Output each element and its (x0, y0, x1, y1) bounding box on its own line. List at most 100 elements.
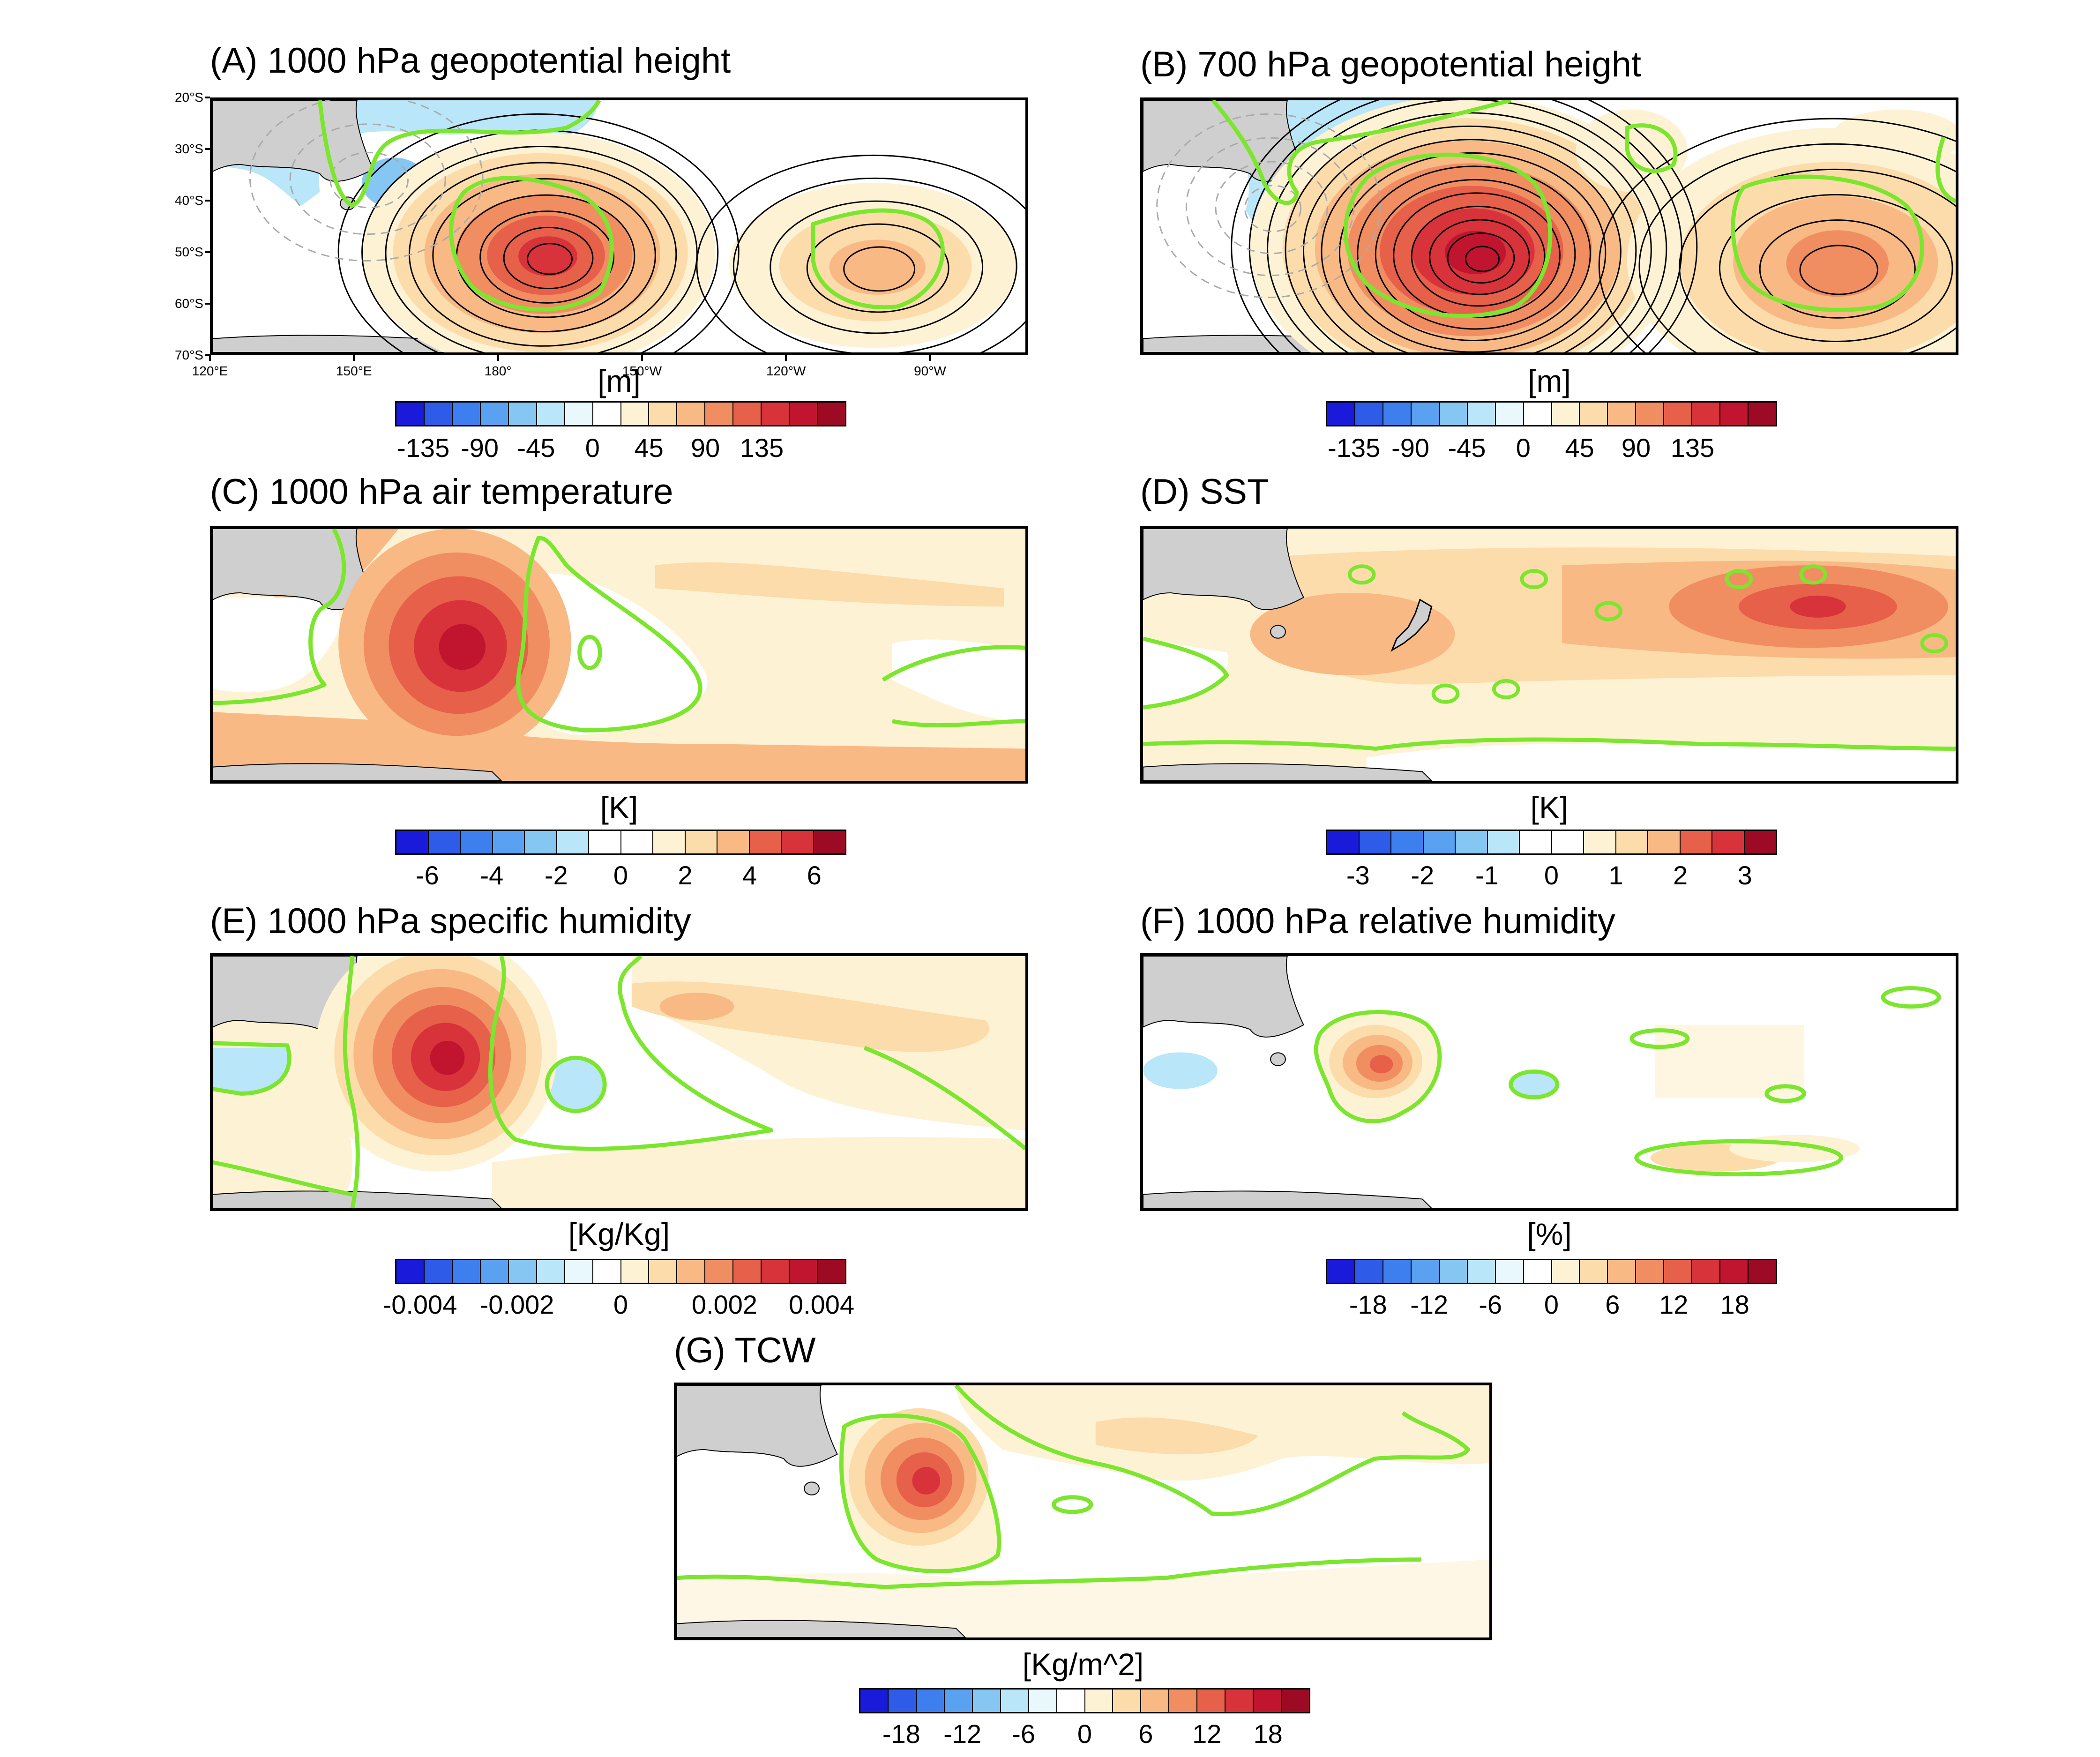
colorbar-swatch (1085, 1690, 1114, 1712)
lon-label: 120°W (766, 364, 806, 378)
significance-contour (1764, 1084, 1806, 1103)
colorbar-swatch (705, 403, 734, 425)
colorbar-swatch (818, 403, 845, 425)
colorbar-swatch (762, 403, 790, 425)
neutral-area (213, 597, 340, 693)
panel-e-unit: [Kg/Kg] (568, 1217, 670, 1251)
map-svg (1143, 100, 1956, 352)
colorbar-swatch (1520, 831, 1552, 853)
colorbar-tick-label: -45 (1448, 433, 1486, 463)
contour-line (289, 123, 446, 235)
significance-contour (1343, 152, 1553, 318)
colorbar-swatch (1327, 1260, 1355, 1283)
australia-land (213, 100, 374, 182)
colorbar-swatch (424, 403, 453, 425)
colorbar-swatch (717, 831, 750, 853)
colorbar-swatch (1584, 831, 1616, 853)
lon-label: 90°W (914, 364, 946, 378)
contour-line (806, 223, 949, 313)
colorbar-tick-label: 0 (1516, 433, 1531, 463)
positive-anomaly (655, 562, 1004, 607)
colorbar-tick-label: 18 (1253, 1719, 1283, 1749)
panel-g-unit: [Kg/m^2] (1022, 1647, 1144, 1682)
colorbar-tick-label: -3 (1346, 860, 1370, 890)
colorbar-swatch (1580, 1260, 1608, 1283)
contour-line (1465, 246, 1500, 272)
colorbar-swatch (1744, 831, 1776, 853)
colorbar-swatch (1169, 1690, 1198, 1712)
contour-line (1321, 139, 1622, 352)
colorbar-tick-label: 0 (613, 1290, 628, 1319)
lon-tick (785, 355, 787, 361)
colorbar-swatch (1439, 403, 1468, 425)
lat-tick (205, 354, 210, 356)
colorbar-swatch (424, 1260, 453, 1283)
panel-e-map (210, 953, 1028, 1211)
colorbar-tick-label: -6 (1012, 1719, 1036, 1749)
lon-label: 120°E (192, 364, 228, 378)
colorbar-tick-label: -18 (882, 1719, 920, 1749)
colorbar-swatch (1680, 831, 1712, 853)
colorbar-swatch (1029, 1690, 1057, 1712)
colorbar-swatch (705, 1260, 734, 1283)
panel-f-title: (F) 1000 hPa relative humidity (1140, 901, 1615, 941)
lat-label: 40°S (174, 193, 203, 208)
significance-contour (1936, 136, 1956, 203)
colorbar-swatch (1456, 831, 1488, 853)
negative-anomaly (548, 1059, 604, 1110)
colorbar-swatch (1580, 403, 1608, 425)
contour-line (1598, 118, 1956, 352)
map-svg (213, 956, 1025, 1208)
panel-f-colorbar-ticks: -18 -12 -6 0 6 12 18 (1326, 1292, 1777, 1320)
lon-label: 150°E (336, 364, 372, 378)
colorbar-swatch (677, 1260, 706, 1283)
colorbar-swatch (452, 1260, 481, 1283)
positive-anomaly (1444, 231, 1506, 274)
colorbar-tick-label: -18 (1349, 1290, 1387, 1319)
colorbar-tick-label: -4 (480, 860, 504, 890)
panel-d-map (1140, 526, 1958, 784)
contour-line (1679, 168, 1956, 352)
colorbar-swatch (480, 1260, 509, 1283)
colorbar-swatch (1197, 1690, 1226, 1712)
lat-tick (205, 148, 210, 150)
panel-g-map (674, 1383, 1492, 1640)
panel-b-title: (B) 700 hPa geopotential height (1140, 45, 1642, 84)
colorbar-swatch (428, 831, 461, 853)
colorbar-tick-label: 12 (1192, 1719, 1222, 1749)
positive-anomaly (677, 1559, 1489, 1637)
colorbar-swatch (1001, 1690, 1029, 1712)
colorbar-swatch (1749, 1260, 1776, 1283)
colorbar-swatch (1423, 831, 1456, 853)
panel-a-colorbar (395, 401, 846, 426)
contour-line (1231, 100, 1698, 352)
significance-contour (1625, 123, 1678, 173)
colorbar-swatch (621, 1260, 650, 1283)
positive-anomaly (1786, 230, 1889, 297)
panel-g-title: (G) TCW (674, 1331, 816, 1370)
significance-contour (882, 645, 1025, 682)
colorbar-swatch (565, 1260, 593, 1283)
colorbar-swatch (1636, 403, 1665, 425)
significance-contour (577, 635, 602, 670)
colorbar-swatch (1495, 403, 1524, 425)
colorbar-swatch (1383, 1260, 1412, 1283)
panel-c-unit: [K] (600, 790, 638, 825)
colorbar-swatch (525, 831, 557, 853)
colorbar-tick-label: 90 (690, 433, 720, 463)
panel-c-colorbar (395, 830, 846, 855)
positive-anomaly (1790, 595, 1846, 618)
contour-line (1267, 100, 1667, 352)
significance-contour (1799, 564, 1827, 585)
colorbar-swatch (749, 831, 782, 853)
map-svg (1143, 529, 1956, 781)
negative-anomaly (1510, 1071, 1557, 1098)
colorbar-tick-label: -90 (461, 433, 499, 463)
colorbar-tick-label: -6 (415, 860, 439, 890)
panel-g-colorbar (859, 1688, 1310, 1713)
colorbar-swatch (1552, 403, 1580, 425)
colorbar-swatch (461, 831, 493, 853)
significance-contour (863, 1046, 1025, 1151)
colorbar-tick-label: 4 (742, 860, 757, 890)
colorbar-swatch (1355, 403, 1383, 425)
